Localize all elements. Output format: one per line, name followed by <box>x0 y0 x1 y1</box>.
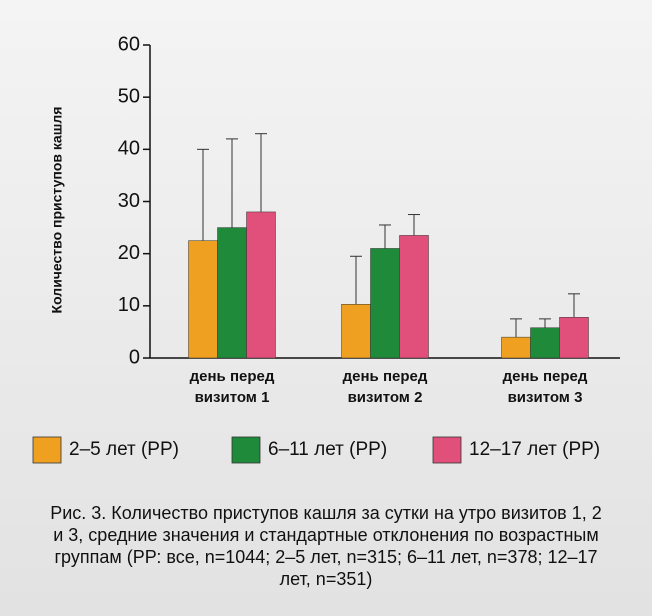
error-bar <box>510 319 522 337</box>
bar <box>371 248 400 358</box>
error-bar <box>379 225 391 248</box>
error-bar <box>197 149 209 240</box>
y-tick-label: 50 <box>118 85 140 107</box>
y-axis-label: Количество приступов кашля <box>49 107 65 314</box>
bar <box>502 337 531 358</box>
error-bar <box>350 256 362 304</box>
bar <box>342 304 371 358</box>
bar <box>400 235 429 358</box>
y-tick-label: 30 <box>118 190 140 212</box>
legend-label: 12–17 лет (РР) <box>469 439 600 461</box>
y-tick-label: 40 <box>118 138 140 160</box>
y-tick-label: 10 <box>118 294 140 316</box>
bar <box>247 212 276 358</box>
error-bar <box>539 319 551 328</box>
error-bar <box>226 139 238 228</box>
y-tick-label: 0 <box>129 346 140 368</box>
caption: Рис. 3. Количество приступов кашля за су… <box>50 502 602 590</box>
error-bar <box>568 294 580 317</box>
x-tick-label: день перед визитом 3 <box>485 366 605 408</box>
bar <box>218 228 247 358</box>
error-bar <box>255 134 267 212</box>
legend-label: 6–11 лет (РР) <box>268 439 387 461</box>
bar <box>560 317 589 358</box>
legend-swatch <box>433 437 461 463</box>
x-tick-label: день перед визитом 1 <box>172 366 292 408</box>
error-bar <box>408 215 420 236</box>
y-tick-label: 60 <box>118 33 140 55</box>
bar <box>189 241 218 358</box>
y-tick-label: 20 <box>118 242 140 264</box>
bar <box>531 328 560 358</box>
legend-swatch <box>33 437 61 463</box>
legend-swatch <box>232 437 260 463</box>
page: Количество приступов кашля 0 10 20 30 40 50 60… <box>0 0 652 616</box>
x-tick-label: день перед визитом 2 <box>325 366 445 408</box>
legend-label: 2–5 лет (РР) <box>69 439 179 461</box>
